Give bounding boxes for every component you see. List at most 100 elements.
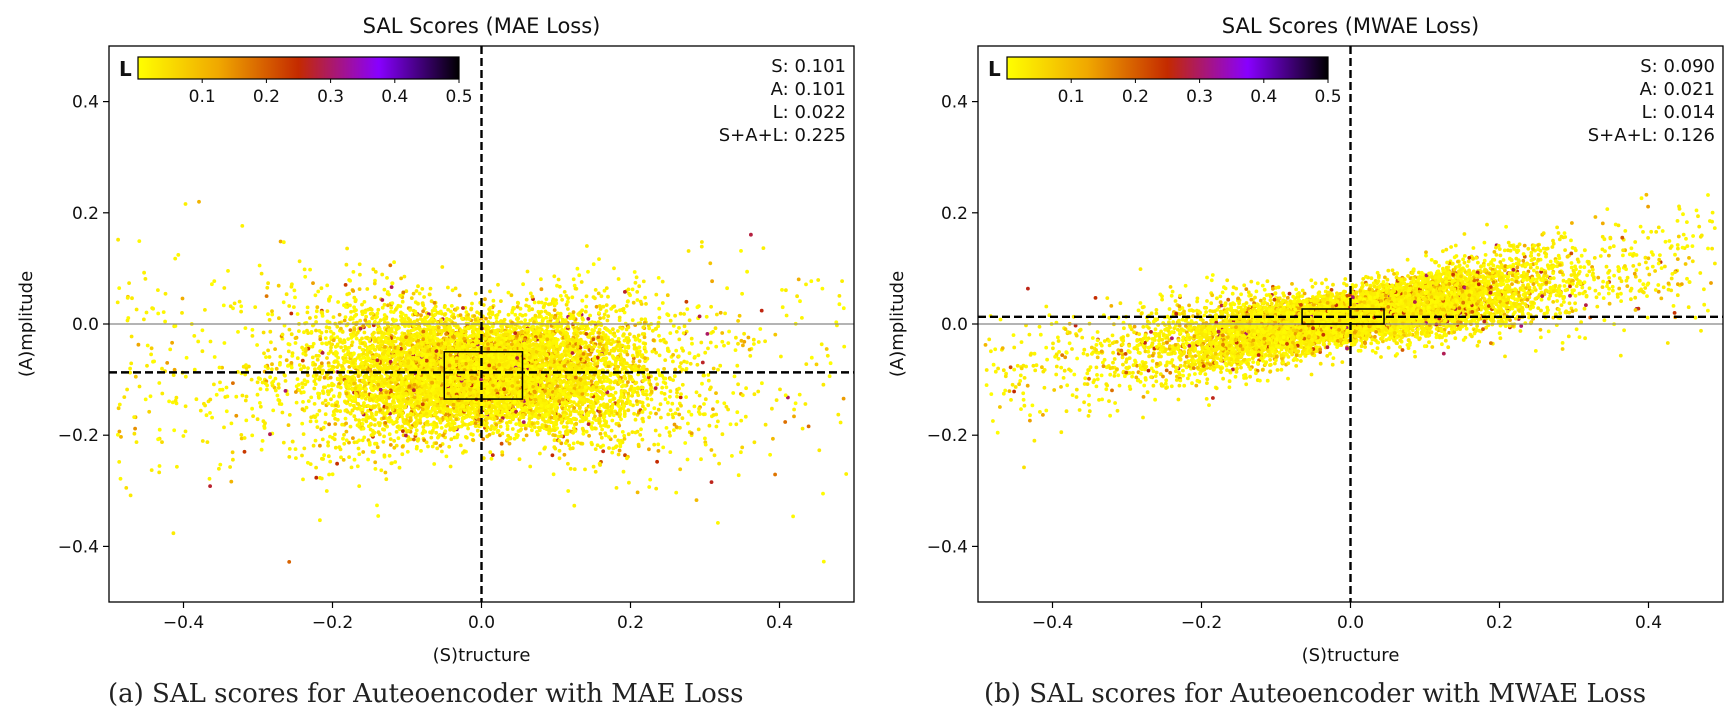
data-point [421,425,426,429]
data-point [666,400,670,405]
data-point [322,453,326,458]
data-point [228,304,233,309]
data-point [616,329,620,333]
data-point [196,339,201,344]
data-point [716,367,720,372]
data-point [784,288,788,293]
data-point [294,456,298,460]
data-point [528,291,533,296]
data-point [265,387,269,392]
data-point [331,394,336,399]
data-point [599,294,604,299]
data-point [763,422,768,427]
data-point [739,338,744,343]
data-point [760,381,764,386]
data-point [828,361,833,366]
data-point [604,303,609,307]
data-point [376,307,381,312]
data-point [641,325,646,330]
data-point [352,381,356,386]
data-point [552,274,557,279]
data-point [555,328,560,333]
data-point [250,433,255,438]
data-point [558,414,563,418]
data-point [271,408,276,413]
data-point [175,464,179,469]
data-point [405,438,410,443]
data-point [532,300,537,305]
data-point [347,291,351,296]
data-point [438,443,443,448]
data-point [243,398,248,403]
data-point [510,310,514,315]
data-point [357,287,362,291]
data-point [400,452,405,457]
data-point [255,392,260,397]
data-point [160,366,164,371]
data-point [439,426,444,430]
data-point [302,330,306,335]
data-point [217,365,222,370]
data-point [244,418,249,423]
data-point [791,514,795,519]
data-point [668,450,673,454]
data-point [707,423,712,428]
data-point [149,346,154,351]
scatter-panel-mae: SAL Scores (MAE Loss) −0.4 −0.2 0.0 0.2 0.4−… [16,14,855,666]
data-point [303,274,308,279]
data-point [283,389,288,393]
data-point [314,315,318,319]
data-point [593,447,598,451]
data-point [727,329,731,334]
data-point [525,423,530,428]
data-point [335,324,340,329]
data-point [137,384,142,389]
data-point [170,340,175,345]
data-point [708,340,713,345]
data-point [630,430,635,434]
data-point [686,249,691,253]
data-point [659,390,664,395]
data-point [648,477,653,482]
data-point [601,330,605,335]
data-point [598,431,603,436]
data-point [677,326,681,330]
data-point [689,336,694,341]
data-point [294,400,299,405]
data-point [604,345,609,349]
data-point [369,422,373,426]
data-point [358,272,362,277]
data-point [297,329,301,333]
data-point [449,437,454,442]
data-point [606,294,610,299]
data-point [483,297,487,302]
data-point [388,437,393,441]
data-point [389,305,394,310]
data-point [656,324,661,329]
data-point [424,440,429,445]
data-point [274,366,279,371]
data-point [759,308,764,313]
data-point [673,411,678,416]
data-point [183,374,188,379]
data-point [400,444,405,449]
data-point [156,311,161,316]
data-point [172,428,177,433]
data-point [331,315,336,319]
data-point [142,317,146,322]
data-point [413,300,418,305]
data-point [373,467,378,471]
data-point [388,443,393,447]
data-point [339,455,343,460]
data-point [133,374,138,379]
data-point [330,472,335,477]
data-point [686,421,690,426]
data-point [335,408,339,413]
data-point [372,450,376,454]
data-point [539,300,544,305]
data-point [616,452,621,457]
data-point [566,489,571,493]
data-point [711,407,715,411]
data-point [626,408,631,413]
